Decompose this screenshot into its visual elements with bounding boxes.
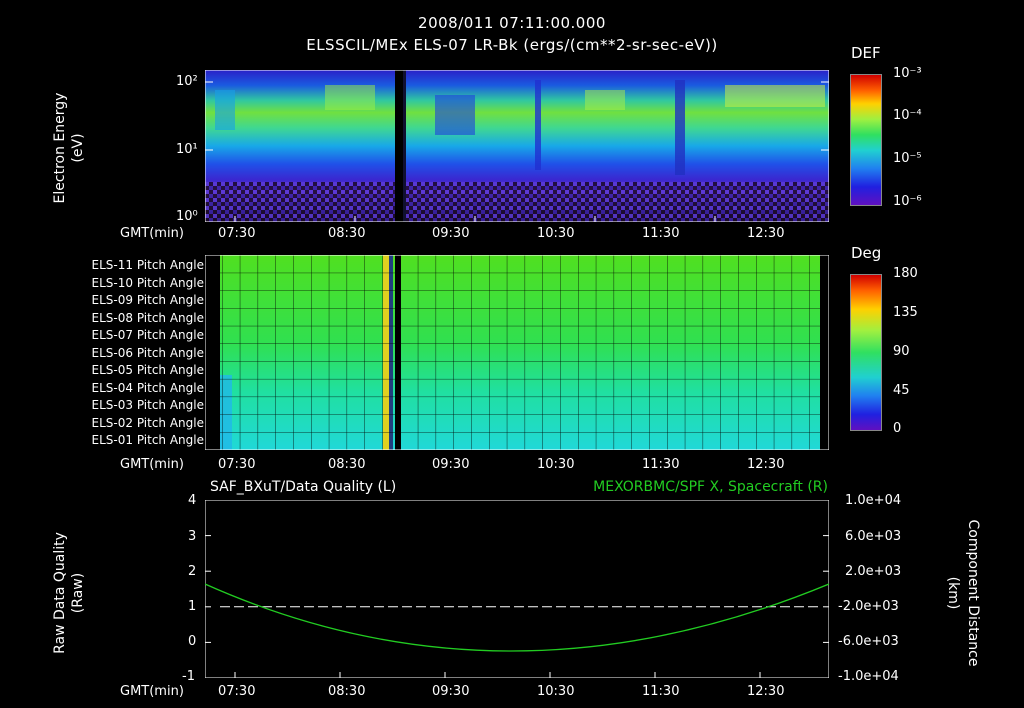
panel2-xtick-0930: 09:30 <box>432 457 470 472</box>
panel3-xaxis-label: GMT(min) <box>120 684 184 699</box>
panel3-ylabel-left-line2: (Raw) <box>70 572 86 614</box>
panel1-xaxis-label: GMT(min) <box>120 226 184 241</box>
row-label-els11: ELS-11 Pitch Angle <box>91 258 204 272</box>
row-label-els08: ELS-08 Pitch Angle <box>91 310 204 325</box>
panel3-xtick-0830: 08:30 <box>328 684 366 699</box>
panel3-ylabel-right-line2: (km) <box>945 576 961 610</box>
panel2-xaxis-label: GMT(min) <box>120 457 184 472</box>
colorbar1 <box>850 74 882 206</box>
colorbar1-tick-1e-3: 10⁻³ <box>893 66 922 81</box>
panel3-ytick-left-0: 0 <box>188 634 197 649</box>
panel3-ytick-left-neg1: -1 <box>182 669 195 684</box>
row-label-els05: ELS-05 Pitch Angle <box>91 363 204 377</box>
row-label-els09: ELS-09 Pitch Angle <box>91 293 204 307</box>
spectrogram-plot <box>205 70 829 222</box>
panel3-xtick-0730: 07:30 <box>218 684 256 699</box>
colorbar1-title: DEF <box>851 44 881 62</box>
colorbar1-tick-1e-5: 10⁻⁵ <box>893 151 922 166</box>
row-label-els04: ELS-04 Pitch Angle <box>91 380 204 395</box>
plot-instrument-title: ELSSCIL/MEx ELS-07 LR-Bk (ergs/(cm**2-sr… <box>306 36 718 54</box>
panel3-ytick-right-neg2e3: -2.0e+03 <box>838 599 899 614</box>
colorbar2-tick-135: 135 <box>893 305 918 320</box>
panel3-xtick-0930: 09:30 <box>432 684 470 699</box>
panel1-xtick-1230: 12:30 <box>747 226 785 241</box>
row-label-els01: ELS-01 Pitch Angle <box>91 433 204 447</box>
panel1-xtick-1130: 11:30 <box>642 226 680 241</box>
colorbar1-tick-1e-6: 10⁻⁶ <box>893 194 922 209</box>
panel3-ytick-right-6e3: 6.0e+03 <box>845 529 902 544</box>
panel3-ytick-left-3: 3 <box>188 529 197 544</box>
panel1-ytick-100: 10² <box>176 74 198 89</box>
panel3-ytick-right-2e3: 2.0e+03 <box>845 564 902 579</box>
panel3-ytick-left-1: 1 <box>188 599 197 614</box>
panel1-ytick-1: 10⁰ <box>176 209 198 224</box>
plot-time-title: 2008/011 07:11:00.000 <box>418 14 606 32</box>
panel3-ytick-right-neg6e3: -6.0e+03 <box>838 634 899 649</box>
row-label-els03: ELS-03 Pitch Angle <box>91 398 204 412</box>
panel3-xtick-1130: 11:30 <box>642 684 680 699</box>
panel3-ytick-left-2: 2 <box>188 564 197 579</box>
colorbar2-title: Deg <box>851 244 882 262</box>
panel1-ylabel-line1: Electron Energy <box>52 92 68 204</box>
panel3-xtick-1230: 12:30 <box>747 684 785 699</box>
panel3-ytick-left-4: 4 <box>188 493 197 508</box>
panel2-xtick-1130: 11:30 <box>642 457 680 472</box>
panel3-right-title: MEXORBMC/SPF X, Spacecraft (R) <box>593 479 828 495</box>
colorbar2-tick-0: 0 <box>893 421 902 436</box>
panel2-row-labels: ELS-11 Pitch Angle ELS-10 Pitch Angle EL… <box>10 257 204 450</box>
panel2-xtick-1030: 10:30 <box>537 457 575 472</box>
panel1-ylabel: Electron Energy (eV) <box>0 80 120 220</box>
panel3-ytick-right-neg1e4: -1.0e+04 <box>838 669 899 684</box>
panel1-xtick-1030: 10:30 <box>537 226 575 241</box>
line-plot <box>205 500 829 678</box>
panel3-ytick-right-1e4: 1.0e+04 <box>845 493 902 508</box>
colorbar2 <box>850 274 882 431</box>
colorbar2-tick-180: 180 <box>893 266 918 281</box>
panel1-xtick-0730: 07:30 <box>218 226 256 241</box>
panel1-ytick-10: 10¹ <box>176 142 198 157</box>
row-label-els02: ELS-02 Pitch Angle <box>91 415 204 430</box>
panel3-ylabel-right-line1: Component Distance <box>965 519 981 667</box>
panel3-ylabel-left-line1: Raw Data Quality <box>52 532 68 654</box>
panel2-xtick-0730: 07:30 <box>218 457 256 472</box>
panel3-xtick-1030: 10:30 <box>537 684 575 699</box>
panel1-xtick-0930: 09:30 <box>432 226 470 241</box>
row-label-els10: ELS-10 Pitch Angle <box>91 275 204 290</box>
row-label-els07: ELS-07 Pitch Angle <box>91 328 204 342</box>
row-label-els06: ELS-06 Pitch Angle <box>91 345 204 360</box>
panel3-left-title: SAF_BXuT/Data Quality (L) <box>210 479 397 495</box>
colorbar2-tick-45: 45 <box>893 383 910 398</box>
colorbar2-tick-90: 90 <box>893 344 910 359</box>
spacecraft-x-line <box>205 583 829 652</box>
panel1-ylabel-line2: (eV) <box>70 133 86 163</box>
panel2-xtick-1230: 12:30 <box>747 457 785 472</box>
colorbar1-tick-1e-4: 10⁻⁴ <box>893 108 922 123</box>
panel1-xtick-0830: 08:30 <box>328 226 366 241</box>
panel2-xtick-0830: 08:30 <box>328 457 366 472</box>
pitch-angle-plot <box>205 255 829 450</box>
